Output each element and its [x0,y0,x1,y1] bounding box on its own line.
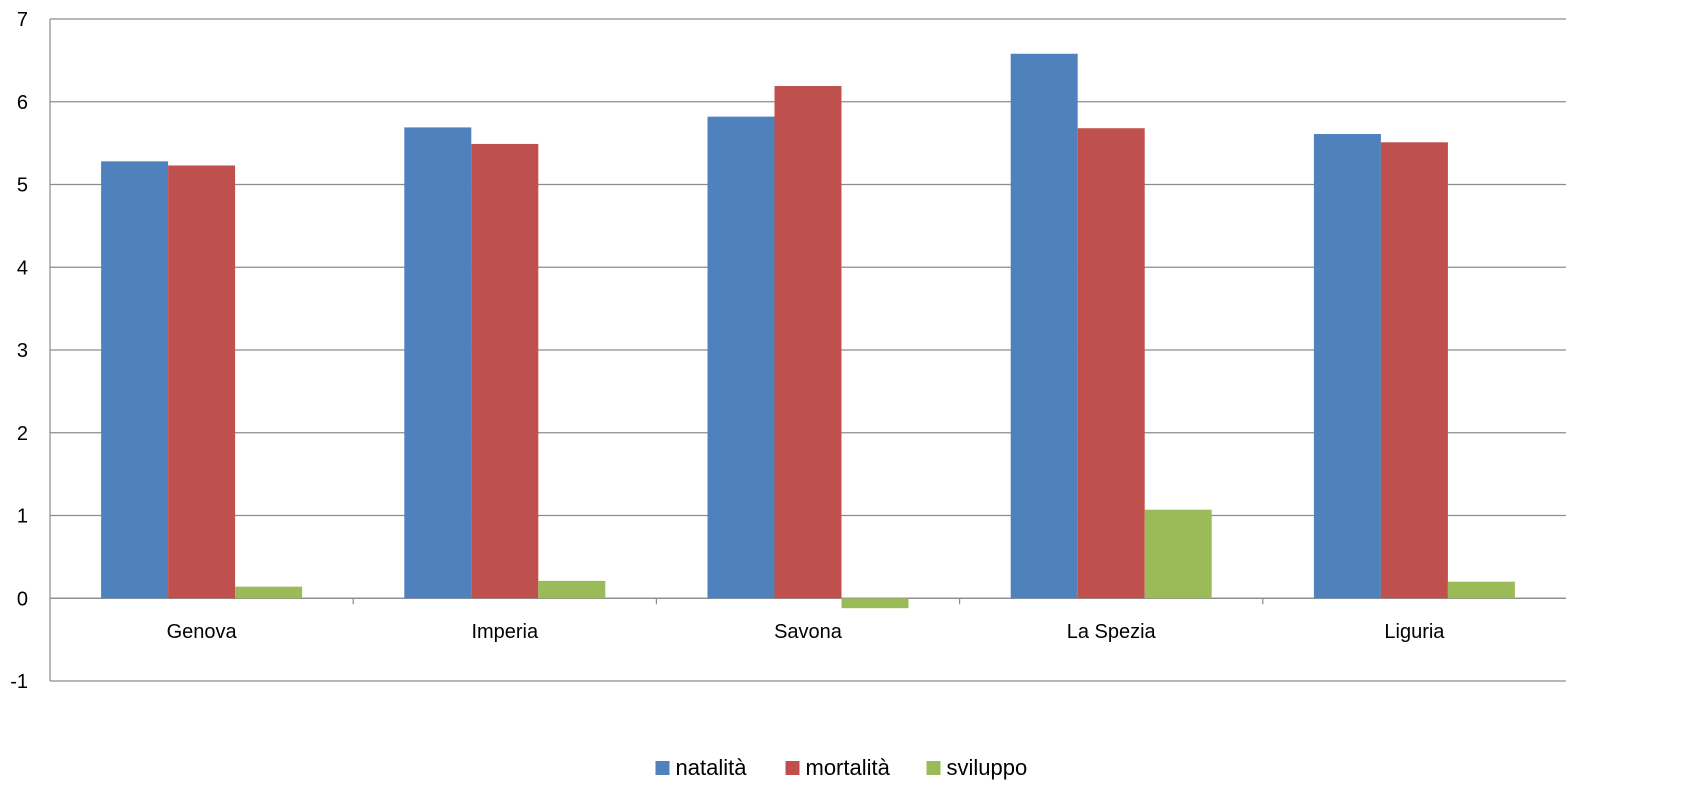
bar-natalità-liguria [1313,134,1381,599]
y-tick-label: 0 [17,588,28,610]
x-tick-label: Imperia [471,621,539,643]
y-tick-label: 2 [17,423,28,445]
y-tick-label: 3 [17,340,28,362]
x-tick-label: Liguria [1384,621,1445,643]
bar-mortalità-savona [774,86,842,599]
legend-swatch-mortalità [785,761,800,775]
y-tick-label: -1 [10,671,28,693]
bar-mortalità-la-spezia [1077,128,1145,599]
bar-mortalità-imperia [471,143,539,599]
bar-sviluppo-la-spezia [1144,509,1212,599]
y-tick-label: 4 [17,257,28,279]
bar-natalità-imperia [404,127,472,599]
y-tick-label: 7 [17,9,28,31]
legend-label-natalità: natalità [676,755,748,780]
legend-label-sviluppo: sviluppo [947,755,1028,780]
bar-mortalità-genova [168,165,236,599]
legend-swatch-natalità [655,761,670,775]
x-tick-label: Savona [774,621,843,643]
labels: -1 0 1 2 3 4 5 6 7 Genova Imperia Savona La Spezia Li… [10,9,1445,693]
y-tick-label: 1 [17,506,28,528]
bar-sviluppo-savona [841,598,909,609]
bar-mortalità-liguria [1380,142,1448,599]
bar-sviluppo-liguria [1447,581,1515,599]
bars [101,53,1515,609]
bar-natalità-la-spezia [1010,53,1078,599]
x-tick-label: La Spezia [1067,621,1157,643]
bar-natalità-genova [101,161,169,599]
y-tick-label: 5 [17,175,28,197]
legend: natalità mortalità sviluppo [655,755,1028,780]
legend-label-mortalità: mortalità [806,755,891,780]
bar-natalità-savona [707,116,775,599]
y-tick-label: 6 [17,92,28,114]
legend-swatch-sviluppo [926,761,941,775]
x-tick-label: Genova [167,621,238,643]
bar-sviluppo-genova [235,586,303,599]
bar-sviluppo-imperia [538,580,606,599]
